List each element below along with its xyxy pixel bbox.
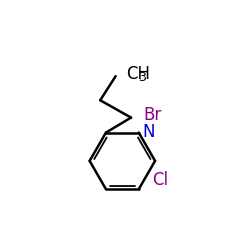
- Text: Br: Br: [144, 106, 162, 124]
- Text: CH: CH: [126, 65, 150, 83]
- Text: N: N: [142, 122, 155, 140]
- Text: Cl: Cl: [152, 172, 168, 190]
- Text: 3: 3: [138, 71, 145, 84]
